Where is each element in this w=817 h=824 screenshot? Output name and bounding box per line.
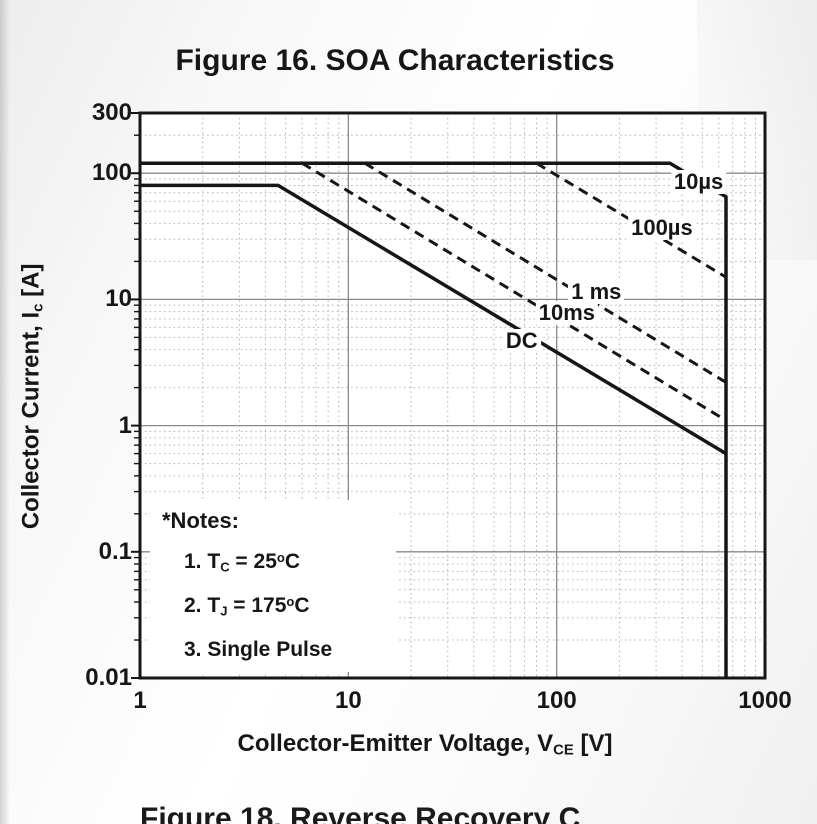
y-tick-label-10: 10 (105, 285, 132, 313)
curve-label-10ms: 10ms (535, 301, 599, 326)
note-1-sup: o (276, 550, 285, 566)
note-1-sub: C (220, 559, 230, 575)
note-item-1: 1. TC = 25oC (184, 550, 300, 574)
note-item-2: 2. TJ = 175oC (184, 594, 310, 618)
note-1-unit: C (284, 550, 301, 573)
plot-border (138, 111, 767, 680)
x-tick-label-1000: 1000 (738, 687, 792, 714)
note-2-sup: o (286, 594, 295, 610)
y-tick-label-300: 300 (91, 99, 132, 126)
figure-title: Figure 16. SOA Characteristics (175, 44, 615, 78)
y-tick-label-0.01: 0.01 (85, 664, 132, 691)
y-axis-title-unit: [A] (17, 263, 45, 304)
y-axis-title-sub: c (30, 303, 47, 312)
x-axis-title-sub: CE (553, 742, 574, 759)
note-1-text: 1. T (184, 550, 221, 573)
note-2-sub: J (220, 603, 228, 619)
scan-edge-shading (0, 0, 10, 824)
y-tick-label-100: 100 (91, 159, 132, 187)
next-figure-caption: Figure 18. Reverse Recovery C (140, 802, 581, 824)
note-2-mid: = 175 (227, 594, 287, 617)
curve-label-10µs: 10µs (670, 170, 727, 195)
y-axis-title-text: Collector Current, I (17, 311, 45, 530)
x-axis-title-unit: [V] (573, 730, 613, 757)
curve-10ms (301, 161, 727, 422)
x-tick-label-10: 10 (334, 687, 362, 714)
x-tick-label-100: 100 (536, 687, 577, 714)
note-3-text: 3. Single Pulse (184, 638, 333, 661)
x-axis-title: Collector-Emitter Voltage, VCE [V] (100, 730, 750, 759)
curve-1ms (364, 161, 727, 384)
curve-label-1ms: 1 ms (568, 279, 625, 304)
y-axis-title: Collector Current, Ic [A] (18, 116, 47, 676)
y-tick-label-0.1: 0.1 (98, 537, 132, 565)
curve-label-100µs: 100µs (628, 215, 696, 240)
x-axis-title-text: Collector-Emitter Voltage, V (237, 730, 554, 757)
curve-DC (140, 183, 727, 456)
curve-label-DC: DC (502, 328, 541, 353)
note-item-3: 3. Single Pulse (184, 638, 332, 662)
y-tick-label-1: 1 (118, 411, 132, 439)
notes-box: *Notes: 1. TC = 25oC 2. TJ = 175oC 3. Si… (150, 500, 396, 672)
note-2-text: 2. T (184, 594, 221, 617)
x-tick-label-1: 1 (133, 687, 147, 714)
note-2-unit: C (294, 594, 310, 617)
curve-100µs (535, 161, 727, 279)
note-1-mid: = 25 (229, 550, 277, 573)
notes-header: *Notes: (162, 508, 240, 533)
